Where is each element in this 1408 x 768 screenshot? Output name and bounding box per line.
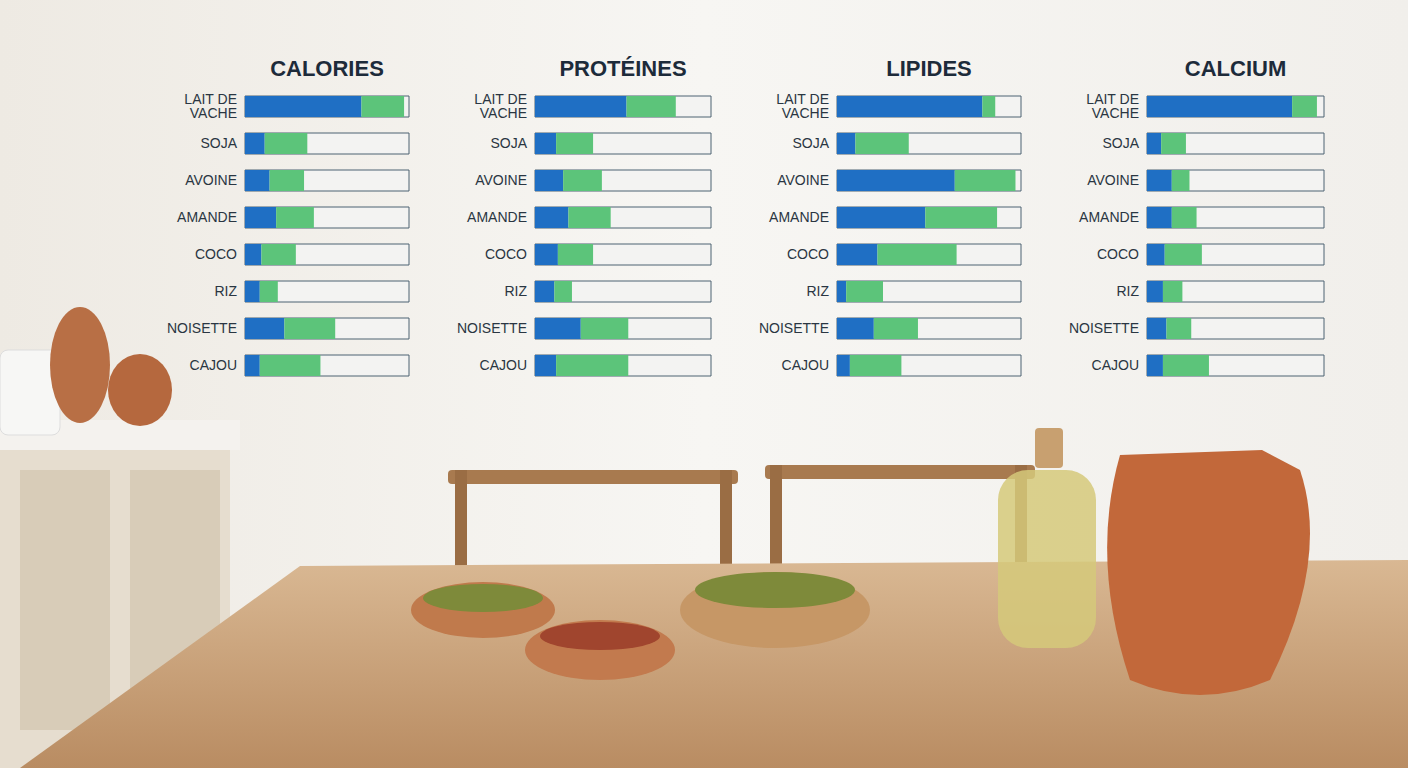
svg-text:AVOINE: AVOINE [1087, 172, 1139, 188]
svg-text:RIZ: RIZ [1116, 283, 1139, 299]
html-text:CALCIUM: CALCIUM [1184, 56, 1287, 81]
svg-text:LAIT DEVACHE: LAIT DEVACHE [776, 91, 829, 121]
svg-text:COCO: COCO [1097, 246, 1139, 262]
svg-text:CAJOU: CAJOU [782, 357, 829, 373]
svg-text:SOJA: SOJA [1102, 135, 1139, 151]
svg-text:RIZ: RIZ [504, 283, 527, 299]
html-text:CALORIES: CALORIES [270, 56, 384, 81]
svg-text:AVOINE: AVOINE [777, 172, 829, 188]
svg-text:LAIT DEVACHE: LAIT DEVACHE [474, 91, 527, 121]
svg-text:COCO: COCO [195, 246, 237, 262]
svg-text:CAJOU: CAJOU [190, 357, 237, 373]
svg-text:SOJA: SOJA [200, 135, 237, 151]
svg-text:CAJOU: CAJOU [1092, 357, 1139, 373]
svg-text:AVOINE: AVOINE [475, 172, 527, 188]
svg-text:CAJOU: CAJOU [480, 357, 527, 373]
svg-text:SOJA: SOJA [792, 135, 829, 151]
svg-text:COCO: COCO [787, 246, 829, 262]
svg-text:AMANDE: AMANDE [769, 209, 829, 225]
svg-text:SOJA: SOJA [490, 135, 527, 151]
svg-text:NOISETTE: NOISETTE [759, 320, 829, 336]
html-text:PROTÉINES: PROTÉINES [559, 56, 687, 81]
svg-text:RIZ: RIZ [214, 283, 237, 299]
html-text:LIPIDES: LIPIDES [886, 56, 972, 81]
svg-text:NOISETTE: NOISETTE [1069, 320, 1139, 336]
svg-text:COCO: COCO [485, 246, 527, 262]
svg-text:NOISETTE: NOISETTE [457, 320, 527, 336]
svg-text:AMANDE: AMANDE [467, 209, 527, 225]
svg-text:AVOINE: AVOINE [185, 172, 237, 188]
svg-text:RIZ: RIZ [806, 283, 829, 299]
svg-text:AMANDE: AMANDE [1079, 209, 1139, 225]
svg-text:LAIT DEVACHE: LAIT DEVACHE [1086, 91, 1139, 121]
svg-text:AMANDE: AMANDE [177, 209, 237, 225]
svg-text:NOISETTE: NOISETTE [167, 320, 237, 336]
svg-text:LAIT DEVACHE: LAIT DEVACHE [184, 91, 237, 121]
